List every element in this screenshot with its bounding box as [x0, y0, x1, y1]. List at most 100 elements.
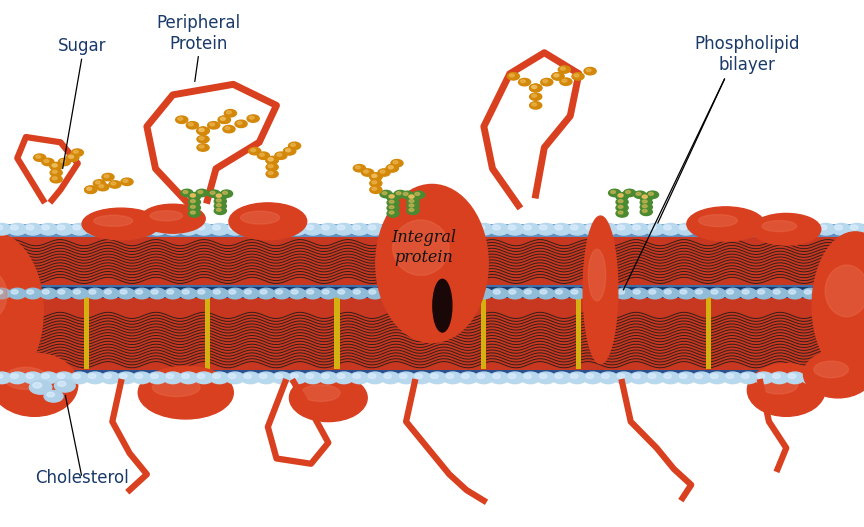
Circle shape — [381, 223, 400, 235]
Circle shape — [190, 194, 195, 197]
Circle shape — [210, 123, 214, 126]
Circle shape — [561, 67, 565, 70]
Circle shape — [630, 372, 649, 384]
Circle shape — [475, 288, 492, 299]
Circle shape — [216, 208, 221, 211]
Circle shape — [642, 195, 647, 198]
Circle shape — [88, 374, 96, 378]
Circle shape — [351, 288, 368, 299]
Circle shape — [372, 187, 377, 190]
Circle shape — [226, 111, 232, 114]
Circle shape — [251, 149, 256, 152]
Circle shape — [213, 290, 220, 294]
Circle shape — [391, 160, 403, 167]
Circle shape — [216, 194, 221, 197]
Circle shape — [197, 127, 209, 134]
Circle shape — [461, 225, 469, 230]
Circle shape — [413, 191, 425, 199]
Circle shape — [58, 382, 66, 386]
Circle shape — [199, 129, 204, 131]
Circle shape — [372, 174, 377, 178]
Circle shape — [380, 170, 385, 173]
Circle shape — [266, 157, 278, 164]
Circle shape — [148, 372, 167, 384]
Circle shape — [73, 150, 79, 153]
Circle shape — [562, 79, 567, 82]
Circle shape — [266, 163, 278, 171]
Circle shape — [183, 191, 187, 193]
Ellipse shape — [583, 216, 618, 364]
Circle shape — [235, 120, 247, 128]
Circle shape — [353, 374, 360, 378]
Circle shape — [409, 195, 414, 198]
Circle shape — [521, 372, 540, 384]
Circle shape — [180, 288, 197, 299]
Circle shape — [692, 223, 711, 235]
Circle shape — [786, 288, 804, 299]
Circle shape — [175, 116, 187, 123]
Circle shape — [220, 118, 226, 120]
Text: Phospholipid
bilayer: Phospholipid bilayer — [695, 35, 800, 74]
Circle shape — [459, 372, 478, 384]
Circle shape — [661, 372, 680, 384]
Circle shape — [384, 290, 391, 294]
Circle shape — [407, 207, 419, 214]
Circle shape — [727, 290, 734, 294]
Circle shape — [586, 69, 591, 72]
Circle shape — [662, 288, 679, 299]
Circle shape — [95, 181, 100, 184]
Circle shape — [249, 148, 261, 155]
Circle shape — [275, 152, 287, 159]
Circle shape — [197, 127, 209, 134]
Circle shape — [530, 84, 542, 92]
Circle shape — [188, 193, 200, 200]
Circle shape — [229, 290, 236, 294]
Circle shape — [337, 225, 345, 230]
Circle shape — [430, 374, 438, 378]
Circle shape — [640, 194, 652, 201]
Circle shape — [283, 148, 295, 155]
Circle shape — [804, 290, 811, 294]
Circle shape — [67, 154, 79, 161]
Circle shape — [552, 73, 564, 80]
Circle shape — [26, 374, 34, 378]
Circle shape — [322, 290, 329, 294]
Circle shape — [560, 78, 572, 85]
Circle shape — [646, 288, 664, 299]
Circle shape — [199, 129, 204, 131]
Circle shape — [268, 158, 273, 161]
Circle shape — [615, 288, 632, 299]
Circle shape — [431, 290, 438, 294]
FancyBboxPatch shape — [0, 237, 864, 287]
Circle shape — [109, 181, 121, 188]
Circle shape — [290, 225, 298, 230]
Circle shape — [530, 84, 542, 92]
Circle shape — [530, 84, 542, 92]
Ellipse shape — [814, 361, 848, 378]
Ellipse shape — [289, 374, 367, 422]
Circle shape — [364, 170, 369, 173]
Circle shape — [244, 374, 251, 378]
Circle shape — [220, 118, 226, 120]
Circle shape — [490, 372, 509, 384]
Circle shape — [630, 223, 649, 235]
Ellipse shape — [138, 366, 233, 419]
Circle shape — [642, 195, 647, 198]
Circle shape — [50, 163, 62, 170]
Circle shape — [198, 191, 203, 193]
Circle shape — [368, 374, 376, 378]
Circle shape — [102, 173, 114, 181]
Circle shape — [242, 288, 259, 299]
Circle shape — [34, 154, 46, 161]
Circle shape — [723, 223, 742, 235]
Circle shape — [726, 374, 734, 378]
Circle shape — [554, 74, 559, 77]
Circle shape — [648, 374, 656, 378]
Circle shape — [789, 290, 796, 294]
Circle shape — [164, 288, 181, 299]
Ellipse shape — [825, 265, 864, 317]
Circle shape — [679, 225, 687, 230]
Circle shape — [409, 200, 414, 202]
Circle shape — [820, 290, 827, 294]
Circle shape — [574, 74, 579, 77]
